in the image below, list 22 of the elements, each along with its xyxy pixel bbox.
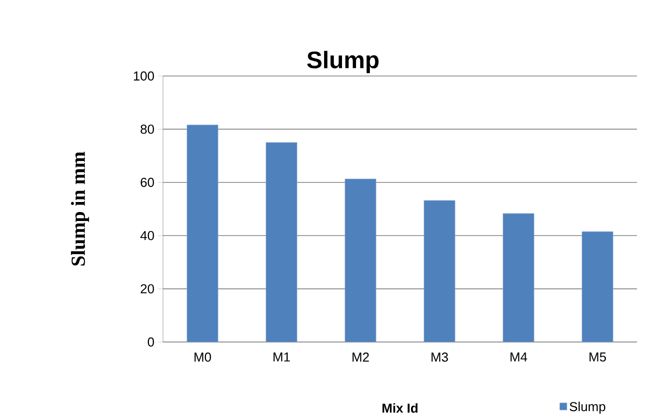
legend-label: Slump bbox=[570, 402, 606, 414]
y-tick-label: 60 bbox=[140, 178, 154, 187]
chart-title: Slump bbox=[307, 50, 379, 74]
y-tick-label: 100 bbox=[134, 71, 154, 81]
bar bbox=[502, 213, 534, 342]
x-axis-title: Mix Id bbox=[382, 403, 418, 413]
y-tick-label: 20 bbox=[140, 284, 154, 294]
y-tick-label: 80 bbox=[140, 124, 154, 134]
x-tick-label: M5 bbox=[590, 352, 606, 362]
y-axis-title: Slump in mm bbox=[70, 152, 90, 266]
bar bbox=[582, 231, 614, 342]
bar bbox=[344, 178, 376, 342]
bar bbox=[424, 200, 456, 342]
y-tick-label: 40 bbox=[140, 231, 154, 240]
x-tick-label: M4 bbox=[510, 352, 528, 362]
y-tick-label: 0 bbox=[148, 337, 154, 347]
x-tick-label: M2 bbox=[352, 352, 369, 362]
bar bbox=[266, 142, 298, 342]
x-tick-label: M0 bbox=[194, 352, 211, 362]
bar bbox=[186, 124, 218, 342]
x-tick-label: M3 bbox=[432, 352, 448, 362]
x-tick-label: M1 bbox=[274, 352, 290, 362]
